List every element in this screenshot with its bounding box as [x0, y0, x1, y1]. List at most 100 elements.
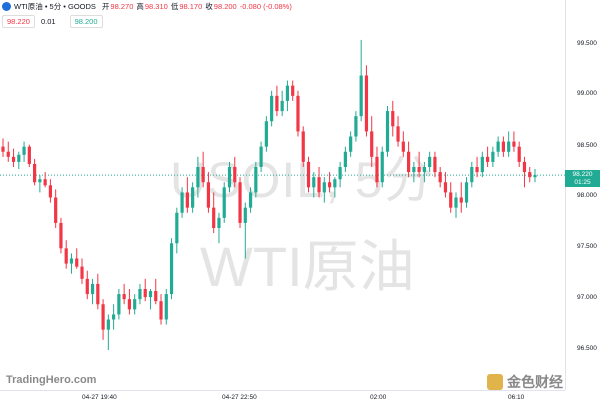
candle — [85, 270, 89, 300]
candle-body — [485, 156, 490, 162]
candle — [370, 116, 374, 167]
y-tick-label: 97.000 — [577, 294, 597, 301]
candle-body — [406, 151, 411, 173]
high-value: 98.310 — [144, 2, 168, 11]
candle — [222, 182, 226, 223]
candle-body — [54, 197, 58, 223]
candle-body — [375, 156, 379, 183]
candle — [64, 240, 68, 269]
candle — [464, 177, 469, 208]
quote-row: 98.220 0.01 98.200 — [2, 15, 103, 28]
candle-body — [312, 177, 316, 188]
candle — [238, 177, 242, 228]
candle — [212, 192, 216, 234]
candle-body — [507, 141, 511, 152]
current-price-value: 98.220 — [572, 171, 593, 178]
candle — [364, 65, 369, 137]
candle — [280, 90, 284, 117]
candle — [169, 238, 174, 300]
candle — [433, 151, 437, 178]
candle-body — [27, 146, 31, 164]
candle-body — [475, 167, 479, 173]
candle — [106, 314, 110, 350]
candle — [396, 116, 400, 147]
x-tick-label: 06:10 — [508, 394, 525, 401]
candle-body — [106, 319, 110, 330]
candle-body — [254, 167, 258, 193]
candle-body — [185, 192, 189, 208]
candle-body — [175, 212, 179, 244]
candle-body — [96, 283, 100, 305]
candle-body — [101, 304, 105, 330]
candle-body — [22, 146, 26, 155]
candle — [470, 161, 474, 188]
close-label: 收 — [205, 2, 213, 11]
candle — [54, 189, 58, 228]
candle — [154, 278, 158, 305]
candle — [270, 90, 274, 127]
candle — [1, 138, 5, 157]
symbol-title[interactable]: WTI原油 • 5分 • GOODS — [14, 2, 96, 11]
candle-body — [127, 299, 132, 310]
candle — [517, 141, 521, 167]
candle-body — [248, 192, 253, 208]
candle-body — [501, 141, 505, 152]
candle-body — [391, 111, 395, 127]
candle-body — [470, 167, 474, 183]
time-axis[interactable] — [0, 390, 565, 391]
candle — [148, 289, 153, 310]
candle — [33, 158, 37, 186]
candle-body — [327, 182, 332, 188]
y-tick-label: 98.500 — [577, 142, 597, 149]
symbol-header: WTI原油 • 5分 • GOODS 开 98.270 高 98.310 低 98.1… — [0, 0, 292, 13]
candle-body — [238, 182, 242, 223]
candle — [80, 258, 84, 284]
candle-body — [138, 289, 142, 300]
candle-body — [396, 126, 400, 142]
candle-body — [343, 151, 347, 167]
candle — [349, 131, 353, 157]
candle — [138, 283, 142, 305]
candle-body — [338, 167, 342, 180]
candle — [522, 156, 527, 188]
candle — [285, 80, 290, 112]
candle-body — [380, 151, 384, 183]
candle-body — [291, 85, 295, 96]
sell-price-button[interactable]: 98.220 — [2, 15, 35, 28]
candle — [354, 111, 358, 142]
candle — [112, 304, 116, 330]
candle-body — [322, 182, 326, 193]
candle — [233, 156, 237, 188]
candle — [306, 156, 311, 193]
low-value: 98.170 — [179, 2, 203, 11]
candle — [343, 146, 347, 173]
candle-body — [464, 182, 469, 203]
candle-body — [64, 248, 68, 264]
candle-body — [401, 141, 405, 152]
candle — [48, 179, 53, 203]
watermark-name: WTI原油 — [200, 235, 415, 298]
candle-body — [17, 154, 21, 162]
candle — [296, 90, 300, 137]
candle — [291, 80, 295, 101]
candle-body — [1, 146, 5, 152]
candle — [333, 177, 337, 198]
candle-body — [222, 187, 226, 218]
candle — [317, 167, 321, 198]
y-tick-label: 96.500 — [577, 345, 597, 352]
candle-body — [259, 146, 263, 167]
candle — [196, 156, 200, 198]
candle — [501, 136, 505, 157]
candle-body — [275, 95, 279, 112]
candle — [338, 161, 342, 188]
buy-price-button[interactable]: 98.200 — [69, 15, 103, 28]
candle — [38, 175, 42, 193]
candle — [206, 172, 211, 213]
x-tick-label: 02:00 — [370, 394, 387, 401]
candle — [122, 283, 126, 305]
price-axis[interactable] — [565, 0, 566, 390]
candle — [11, 148, 16, 167]
candle — [485, 146, 490, 167]
candle-body — [480, 156, 484, 173]
